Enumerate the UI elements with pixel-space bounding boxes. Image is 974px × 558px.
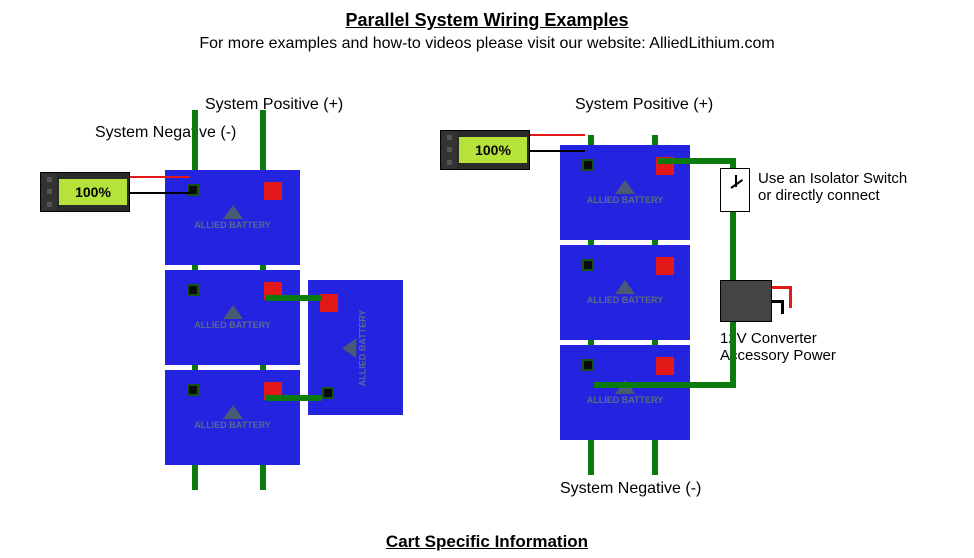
wire-l4-neg [266, 395, 322, 401]
meter-red-wire-left [130, 176, 190, 178]
diagram-stage: System Positive (+) System Negative (-) … [0, 90, 974, 520]
battery-meter-right: Allied Battery 100% [440, 130, 530, 170]
meter-black-wire-right [530, 150, 585, 152]
isolator-switch [720, 168, 750, 212]
label-sys-pos-left: System Positive (+) [205, 96, 343, 114]
meter-brand: Allied Battery [63, 164, 104, 171]
label-isolator: Use an Isolator Switch or directly conne… [758, 170, 907, 204]
battery-l3: ALLIED BATTERY [165, 370, 300, 465]
battery-l4: ALLIED BATTERY [308, 280, 403, 415]
page-subtitle: For more examples and how-to videos plea… [0, 35, 974, 53]
battery-r2: ALLIED BATTERY [560, 245, 690, 340]
meter-red-wire-right [530, 134, 585, 136]
meter-black-wire-left [130, 192, 190, 194]
label-sys-pos-right: System Positive (+) [575, 96, 713, 114]
label-sys-neg-left: System Negative (-) [95, 124, 236, 142]
footer-title: Cart Specific Information [0, 532, 974, 552]
conv-red-lead-v [789, 286, 792, 308]
battery-meter-left: Allied Battery 100% [40, 172, 130, 212]
battery-l2: ALLIED BATTERY [165, 270, 300, 365]
meter-value: 100% [59, 179, 127, 205]
converter-box [720, 280, 772, 322]
page-title: Parallel System Wiring Examples [0, 10, 974, 31]
wire-l4-pos [266, 295, 322, 301]
label-converter: 12V Converter Accessory Power [720, 330, 836, 364]
wire-to-iso-top [658, 158, 730, 164]
battery-l1: ALLIED BATTERY [165, 170, 300, 265]
wire-conv-return [594, 382, 736, 388]
wire-conv-down [730, 322, 736, 382]
conv-black-lead-v [781, 300, 784, 314]
label-sys-neg-right: System Negative (-) [560, 480, 701, 498]
meter-value-r: 100% [459, 137, 527, 163]
battery-r3: ALLIED BATTERY [560, 345, 690, 440]
wire-iso-to-conv [730, 212, 736, 280]
meter-brand-r: Allied Battery [463, 122, 504, 129]
